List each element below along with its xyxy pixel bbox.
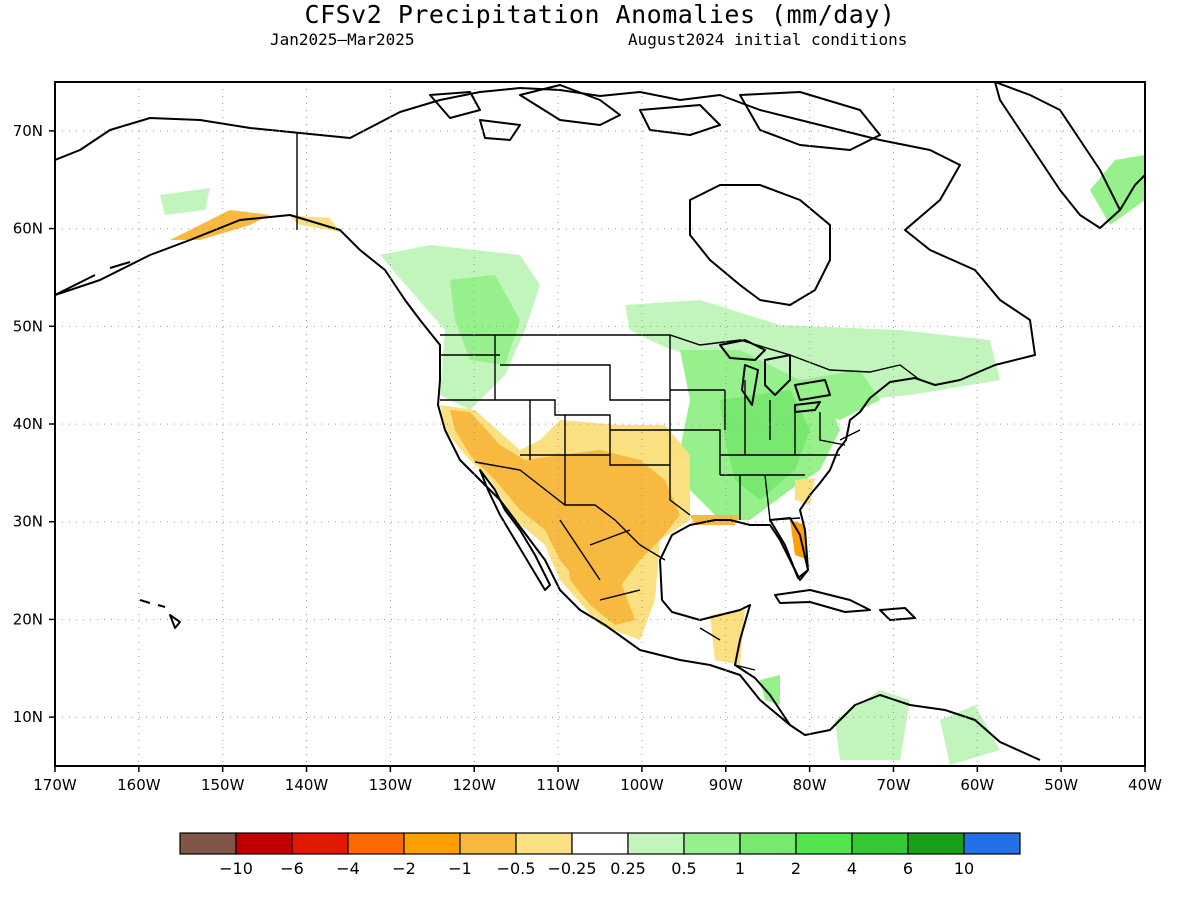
cuba bbox=[774, 589, 871, 613]
colorbar-label: 10 bbox=[954, 859, 974, 878]
lon-tick-label: 80W bbox=[793, 776, 827, 794]
great-lakes bbox=[719, 339, 831, 413]
central-america-borders bbox=[699, 627, 756, 671]
colorbar-swatch bbox=[627, 832, 685, 855]
lat-tick-label: 10N bbox=[13, 708, 43, 726]
lat-tick-label: 20N bbox=[13, 610, 43, 628]
colorbar-swatch bbox=[963, 832, 1021, 855]
colorbar-swatch bbox=[515, 832, 573, 855]
colorbar-label: 1 bbox=[735, 859, 745, 878]
colorbar-label: −4 bbox=[336, 859, 360, 878]
longitude-axis: 170W 160W 150W 140W 130W 120W 110W 100W 90W 80W 70… bbox=[33, 766, 1162, 794]
lat-tick-label: 60N bbox=[13, 220, 43, 238]
colorbar-swatch bbox=[907, 832, 965, 855]
coastlines bbox=[55, 82, 1145, 761]
map-title: CFSv2 Precipitation Anomalies (mm/day) bbox=[304, 0, 896, 29]
colorbar-label: 6 bbox=[903, 859, 913, 878]
wet-anomaly-interior-west bbox=[450, 275, 520, 365]
colorbar-label: −6 bbox=[280, 859, 304, 878]
lat-tick-label: 70N bbox=[13, 122, 43, 140]
lon-tick-label: 90W bbox=[709, 776, 743, 794]
hawaii bbox=[139, 599, 181, 629]
wet-anomaly-greenland bbox=[1090, 155, 1145, 225]
colorbar-label: −0.5 bbox=[497, 859, 536, 878]
arctic-islands bbox=[429, 84, 881, 151]
colorbar-swatch bbox=[347, 832, 405, 855]
us-state-lines bbox=[440, 335, 861, 521]
colorbar-swatch bbox=[739, 832, 797, 855]
colorbar-label: 4 bbox=[847, 859, 857, 878]
lon-tick-label: 110W bbox=[536, 776, 580, 794]
lon-tick-label: 60W bbox=[960, 776, 994, 794]
colorbar-swatch bbox=[459, 832, 517, 855]
alaska-aleutians bbox=[55, 261, 131, 296]
colorbar-label: 0.25 bbox=[610, 859, 646, 878]
lon-tick-label: 130W bbox=[369, 776, 413, 794]
north-america-coastline bbox=[55, 87, 1041, 761]
wet-anomaly-central-america bbox=[760, 675, 780, 705]
colorbar-swatch bbox=[403, 832, 461, 855]
dry-anomaly-alaska-south bbox=[170, 210, 270, 240]
anomaly-shading bbox=[160, 155, 1145, 765]
lon-tick-label: 120W bbox=[452, 776, 496, 794]
lat-tick-label: 30N bbox=[13, 513, 43, 531]
colorbar-swatch bbox=[235, 832, 293, 855]
colorbar-swatch bbox=[851, 832, 909, 855]
wet-anomaly-northeast bbox=[800, 370, 880, 420]
colorbar-label: 0.5 bbox=[671, 859, 696, 878]
wet-anomaly-core bbox=[720, 390, 810, 500]
wet-anomaly-alaska bbox=[160, 188, 210, 215]
greenland bbox=[994, 82, 1121, 229]
greenland-east bbox=[1119, 174, 1145, 211]
dry-anomaly-yucatan bbox=[710, 610, 745, 665]
wet-anomaly-caribbean-coast bbox=[940, 705, 1000, 765]
colorbar-label: −0.25 bbox=[547, 859, 596, 878]
hudson-bay bbox=[689, 184, 831, 306]
us-canada-border bbox=[440, 334, 921, 381]
lon-tick-label: 150W bbox=[201, 776, 245, 794]
wet-anomaly-canada-east bbox=[625, 300, 1000, 420]
colorbar-label: −2 bbox=[392, 859, 416, 878]
dry-anomaly-southeast-coast bbox=[795, 478, 815, 505]
lon-tick-label: 50W bbox=[1044, 776, 1078, 794]
lon-tick-label: 40W bbox=[1128, 776, 1162, 794]
baja-california bbox=[479, 469, 551, 591]
colorbar-swatch bbox=[795, 832, 853, 855]
mexico-state-lines bbox=[559, 519, 641, 601]
lon-tick-label: 160W bbox=[117, 776, 161, 794]
latitude-axis: 10N 20N 30N 40N 50N 60N 70N bbox=[13, 122, 55, 726]
colorbar-label: −1 bbox=[448, 859, 472, 878]
lon-tick-label: 140W bbox=[285, 776, 329, 794]
us-mexico-border bbox=[474, 461, 666, 561]
colorbar-label: 2 bbox=[791, 859, 801, 878]
colorbar-label: −10 bbox=[219, 859, 253, 878]
colorbar-swatch bbox=[571, 832, 629, 855]
hispaniola bbox=[879, 607, 916, 621]
lon-tick-label: 170W bbox=[33, 776, 77, 794]
colorbar-swatch bbox=[683, 832, 741, 855]
lon-tick-label: 70W bbox=[877, 776, 911, 794]
lon-tick-label: 100W bbox=[620, 776, 664, 794]
forecast-period: Jan2025–Mar2025 bbox=[270, 30, 415, 49]
pacific-coastline bbox=[55, 214, 791, 726]
colorbar-legend: −10 −6 −4 −2 −1 −0.5 −0.25 0.25 0.5 1 2 4 6 10 bbox=[179, 832, 1021, 878]
initial-conditions-label: August2024 initial conditions bbox=[628, 30, 908, 49]
lat-tick-label: 40N bbox=[13, 415, 43, 433]
lat-tick-label: 50N bbox=[13, 317, 43, 335]
political-borders bbox=[296, 133, 921, 671]
colorbar-swatch bbox=[179, 832, 237, 855]
colorbar-swatch bbox=[291, 832, 349, 855]
